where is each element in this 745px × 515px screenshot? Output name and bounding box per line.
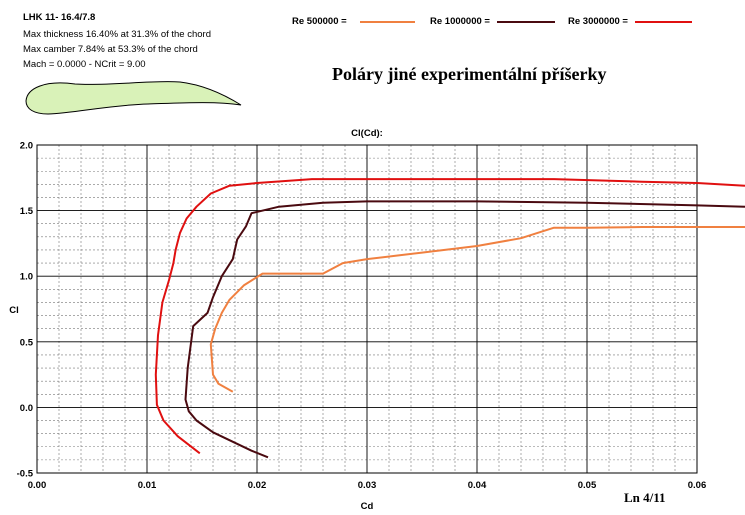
y-tick-label: 2.0 [20,141,33,152]
airfoil-name: LHK 11- 16.4/7.8 [23,12,96,23]
series-lines [154,178,745,459]
x-tick-label: 0.05 [578,480,597,491]
x-tick-label: 0.04 [468,480,487,491]
x-tick-label: 0.03 [358,480,377,491]
grid [36,144,698,474]
x-tick-label: 0.00 [28,480,47,491]
page-heading: Poláry jiné experimentální příšerky [332,64,607,84]
legend-label-re1000000: Re 1000000 = [430,16,490,27]
y-tick-label: 1.0 [20,272,33,283]
max-thickness-text: Max thickness 16.40% at 31.3% of the cho… [23,29,211,40]
series-line-re-1000000 [184,200,745,459]
footer-label: Ln 4/11 [624,490,666,505]
plot-frame [36,144,698,474]
chart-title: Cl(Cd): [351,128,383,139]
y-axis-label: Cl [9,305,19,316]
y-tick-label: 0.0 [20,403,33,414]
legend-label-re3000000: Re 3000000 = [568,16,628,27]
y-tick-label: 1.5 [20,206,34,217]
max-camber-text: Max camber 7.84% at 53.3% of the chord [23,44,198,55]
y-tick-label: 0.5 [20,337,34,348]
x-tick-label: 0.02 [248,480,267,491]
legend-label-re500000: Re 500000 = [292,16,347,27]
x-tick-label: 0.01 [138,480,157,491]
x-axis-label: Cd [361,501,374,512]
tick-labels: 0.00 0.01 0.02 0.03 0.04 0.05 0.06 -0.5 0.0 0.5 1.… [17,141,707,492]
x-tick-label: 0.06 [688,480,707,491]
y-tick-label: -0.5 [17,469,34,480]
series-line-re-3000000 [154,178,745,455]
mach-ncrit-text: Mach = 0.0000 - NCrit = 9.00 [23,59,146,70]
airfoil-shape-icon [25,81,242,115]
series-line-re-500000 [209,226,745,393]
